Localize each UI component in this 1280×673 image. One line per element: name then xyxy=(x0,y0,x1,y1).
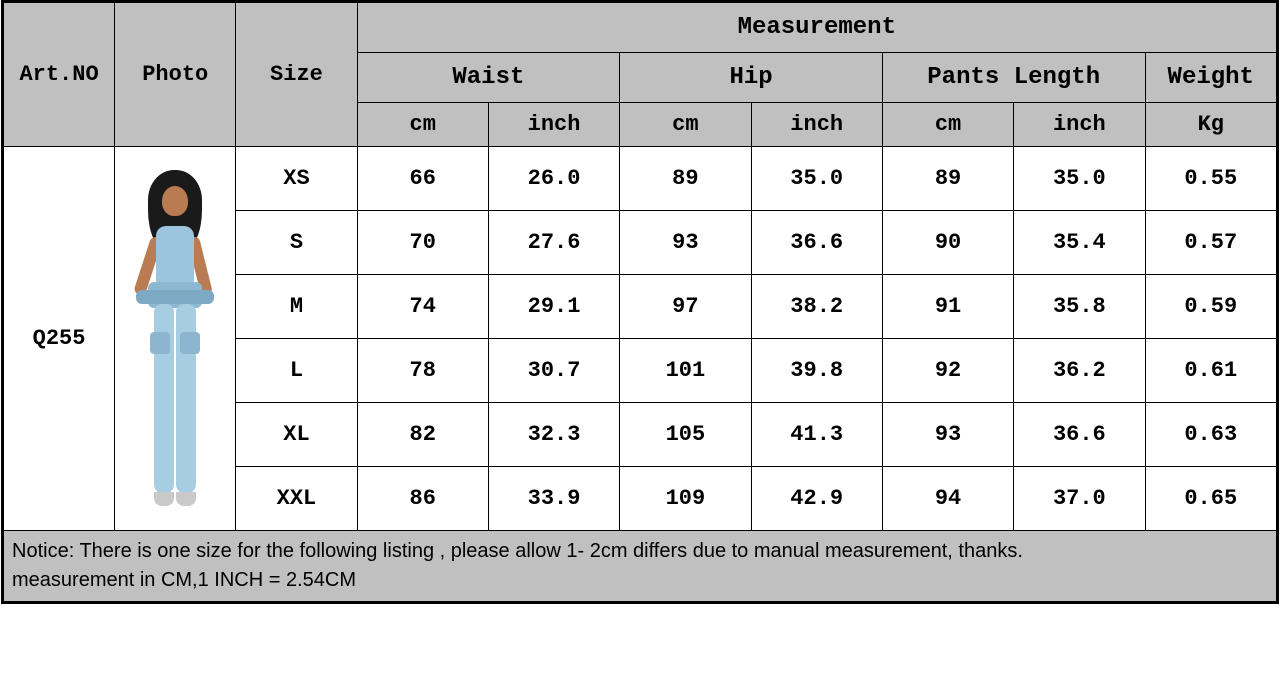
size-label: XL xyxy=(236,403,357,467)
header-waist: Waist xyxy=(357,53,620,103)
unit-len-cm: cm xyxy=(882,103,1013,147)
product-photo xyxy=(115,147,236,531)
header-hip: Hip xyxy=(620,53,883,103)
hip-inch: 36.6 xyxy=(751,211,882,275)
size-label: M xyxy=(236,275,357,339)
len-cm: 90 xyxy=(882,211,1013,275)
size-label: L xyxy=(236,339,357,403)
header-measurement: Measurement xyxy=(357,3,1276,53)
weight-kg: 0.55 xyxy=(1145,147,1276,211)
model-figure-icon xyxy=(130,164,220,514)
waist-cm: 70 xyxy=(357,211,488,275)
waist-cm: 86 xyxy=(357,467,488,531)
waist-cm: 66 xyxy=(357,147,488,211)
notice-text: Notice: There is one size for the follow… xyxy=(4,531,1277,602)
waist-inch: 33.9 xyxy=(488,467,619,531)
header-art-no: Art.NO xyxy=(4,3,115,147)
len-cm: 94 xyxy=(882,467,1013,531)
unit-hip-cm: cm xyxy=(620,103,751,147)
len-inch: 35.0 xyxy=(1014,147,1145,211)
hip-cm: 89 xyxy=(620,147,751,211)
unit-waist-inch: inch xyxy=(488,103,619,147)
notice-line1: Notice: There is one size for the follow… xyxy=(12,540,1023,562)
waist-inch: 27.6 xyxy=(488,211,619,275)
waist-cm: 74 xyxy=(357,275,488,339)
table-row: Q255XS6626.08935.08935.00.55 xyxy=(4,147,1277,211)
len-inch: 35.8 xyxy=(1014,275,1145,339)
hip-inch: 39.8 xyxy=(751,339,882,403)
hip-cm: 109 xyxy=(620,467,751,531)
hip-inch: 41.3 xyxy=(751,403,882,467)
len-cm: 93 xyxy=(882,403,1013,467)
notice-line2: measurement in CM,1 INCH = 2.54CM xyxy=(12,569,356,591)
size-chart-table: Art.NO Photo Size Measurement Waist Hip … xyxy=(1,0,1279,604)
weight-kg: 0.65 xyxy=(1145,467,1276,531)
header-pants-length: Pants Length xyxy=(882,53,1145,103)
weight-kg: 0.61 xyxy=(1145,339,1276,403)
weight-kg: 0.59 xyxy=(1145,275,1276,339)
len-cm: 92 xyxy=(882,339,1013,403)
unit-len-inch: inch xyxy=(1014,103,1145,147)
len-cm: 91 xyxy=(882,275,1013,339)
unit-waist-cm: cm xyxy=(357,103,488,147)
hip-cm: 97 xyxy=(620,275,751,339)
waist-inch: 32.3 xyxy=(488,403,619,467)
weight-kg: 0.57 xyxy=(1145,211,1276,275)
len-inch: 37.0 xyxy=(1014,467,1145,531)
hip-inch: 42.9 xyxy=(751,467,882,531)
measurement-table: Art.NO Photo Size Measurement Waist Hip … xyxy=(3,2,1277,602)
len-inch: 36.2 xyxy=(1014,339,1145,403)
unit-hip-inch: inch xyxy=(751,103,882,147)
weight-kg: 0.63 xyxy=(1145,403,1276,467)
len-cm: 89 xyxy=(882,147,1013,211)
size-label: S xyxy=(236,211,357,275)
hip-cm: 105 xyxy=(620,403,751,467)
waist-cm: 78 xyxy=(357,339,488,403)
size-label: XS xyxy=(236,147,357,211)
waist-cm: 82 xyxy=(357,403,488,467)
header-weight: Weight xyxy=(1145,53,1276,103)
waist-inch: 29.1 xyxy=(488,275,619,339)
hip-inch: 35.0 xyxy=(751,147,882,211)
len-inch: 36.6 xyxy=(1014,403,1145,467)
size-label: XXL xyxy=(236,467,357,531)
art-no-value: Q255 xyxy=(4,147,115,531)
waist-inch: 26.0 xyxy=(488,147,619,211)
header-size: Size xyxy=(236,3,357,147)
header-photo: Photo xyxy=(115,3,236,147)
hip-cm: 93 xyxy=(620,211,751,275)
len-inch: 35.4 xyxy=(1014,211,1145,275)
unit-weight-kg: Kg xyxy=(1145,103,1276,147)
hip-inch: 38.2 xyxy=(751,275,882,339)
hip-cm: 101 xyxy=(620,339,751,403)
waist-inch: 30.7 xyxy=(488,339,619,403)
